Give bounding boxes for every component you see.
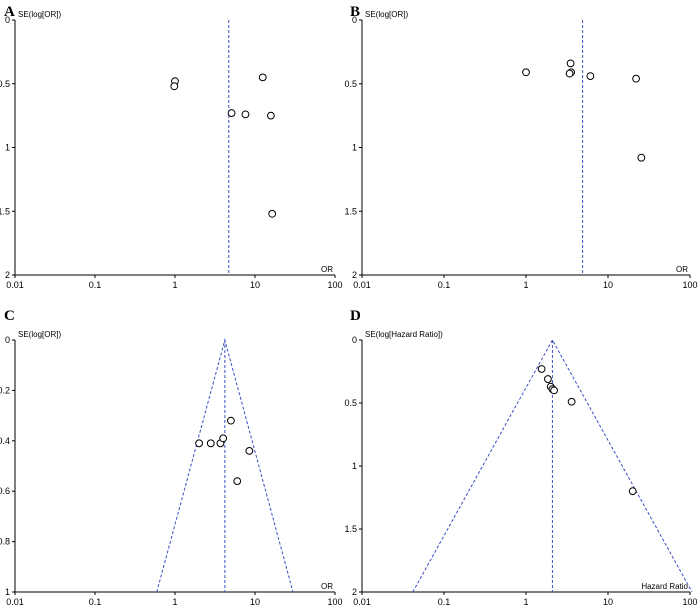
x-axis-title: Hazard Ratio xyxy=(641,582,688,591)
y-tick-label: 0.5 xyxy=(344,398,357,408)
study-point xyxy=(628,487,637,496)
study-point xyxy=(550,386,558,395)
y-tick-label: 2 xyxy=(5,270,10,280)
x-tick-label: 100 xyxy=(327,597,342,607)
funnel-plot-b: B0 0.5 1 1.5 20.01 0.1 1 10 100 SE(log[OR]) OR xyxy=(344,4,697,290)
y-tick-label: 1.5 xyxy=(344,206,357,216)
y-axis-title: SE(log[OR]) xyxy=(18,330,61,339)
x-tick-label: 10 xyxy=(603,597,613,607)
panel-label: B xyxy=(350,4,360,20)
x-axis-title: OR xyxy=(321,265,333,274)
funnel-plot-d: D 0 0.5 1 1.5 20.01 0.1 1 10 100 SE(log[Hazard Rat… xyxy=(344,308,697,607)
y-tick-label: 0.6 xyxy=(0,486,10,496)
study-point xyxy=(566,59,575,68)
y-tick-label: 0 xyxy=(5,15,10,25)
y-tick-label: 0.2 xyxy=(0,385,10,395)
funnel-plot-a: A0 0.5 1 1.5 20.01 0.1 1 10 100 SE(log[OR]) OR xyxy=(0,4,343,290)
x-tick-label: 100 xyxy=(682,597,697,607)
y-axis-title: SE(log[OR]) xyxy=(18,10,61,19)
study-point xyxy=(233,477,242,486)
y-tick-label: 0.8 xyxy=(0,537,10,547)
study-point xyxy=(245,446,254,455)
study-point xyxy=(567,397,576,406)
x-tick-label: 0.01 xyxy=(353,280,371,290)
study-point xyxy=(565,69,574,78)
y-axis-title: SE(log[OR]) xyxy=(365,10,408,19)
study-point xyxy=(544,375,552,383)
study-point xyxy=(227,416,235,425)
x-tick-label: 0.1 xyxy=(89,597,102,607)
y-tick-label: 0.5 xyxy=(0,79,10,89)
y-tick-label: 0 xyxy=(352,15,357,25)
study-point xyxy=(586,72,595,80)
y-tick-label: 1.5 xyxy=(0,206,10,216)
x-tick-label: 100 xyxy=(327,280,342,290)
y-tick-label: 1.5 xyxy=(344,524,357,534)
study-point xyxy=(522,68,530,77)
study-point xyxy=(637,153,646,162)
study-point xyxy=(268,209,277,218)
panel-label: C xyxy=(4,308,15,324)
y-tick-label: 1 xyxy=(5,143,10,153)
study-point xyxy=(241,110,250,119)
study-point xyxy=(632,74,640,83)
x-tick-label: 0.01 xyxy=(6,597,24,607)
x-tick-label: 1 xyxy=(523,280,528,290)
x-axis-title: OR xyxy=(321,582,333,591)
study-point xyxy=(537,365,546,373)
x-tick-label: 1 xyxy=(172,280,177,290)
x-tick-label: 1 xyxy=(523,597,528,607)
y-tick-label: 0 xyxy=(352,335,357,345)
study-point xyxy=(227,109,236,117)
x-axis-title: OR xyxy=(676,265,688,274)
y-axis-title: SE(log[Hazard Ratio]) xyxy=(365,330,443,339)
y-tick-label: 2 xyxy=(352,270,357,280)
x-tick-label: 100 xyxy=(682,280,697,290)
x-tick-label: 0.01 xyxy=(353,597,371,607)
x-tick-label: 10 xyxy=(250,280,260,290)
y-tick-label: 0.5 xyxy=(344,79,357,89)
x-tick-label: 0.01 xyxy=(6,280,24,290)
study-point xyxy=(219,434,228,443)
x-tick-label: 0.1 xyxy=(89,280,102,290)
x-tick-label: 10 xyxy=(603,280,613,290)
y-tick-label: 1 xyxy=(352,143,357,153)
panel-label: D xyxy=(350,308,361,324)
study-point xyxy=(206,439,215,448)
y-tick-label: 1 xyxy=(352,461,357,471)
study-point xyxy=(195,439,203,448)
y-tick-label: 0 xyxy=(5,335,10,345)
x-tick-label: 0.1 xyxy=(438,280,451,290)
study-point xyxy=(170,82,179,91)
x-tick-label: 1 xyxy=(172,597,177,607)
funnel-limit-line xyxy=(412,338,693,593)
y-tick-label: 0.4 xyxy=(0,436,10,446)
study-point xyxy=(258,73,267,82)
study-point xyxy=(266,111,275,120)
x-tick-label: 0.1 xyxy=(438,597,451,607)
panel-label: A xyxy=(4,4,15,20)
y-tick-label: 1 xyxy=(5,587,10,597)
x-tick-label: 10 xyxy=(250,597,260,607)
y-tick-label: 2 xyxy=(352,587,357,597)
funnel-plot-c: C00.20.40.60.810.010.1110100SE(log[OR])O… xyxy=(0,308,343,607)
